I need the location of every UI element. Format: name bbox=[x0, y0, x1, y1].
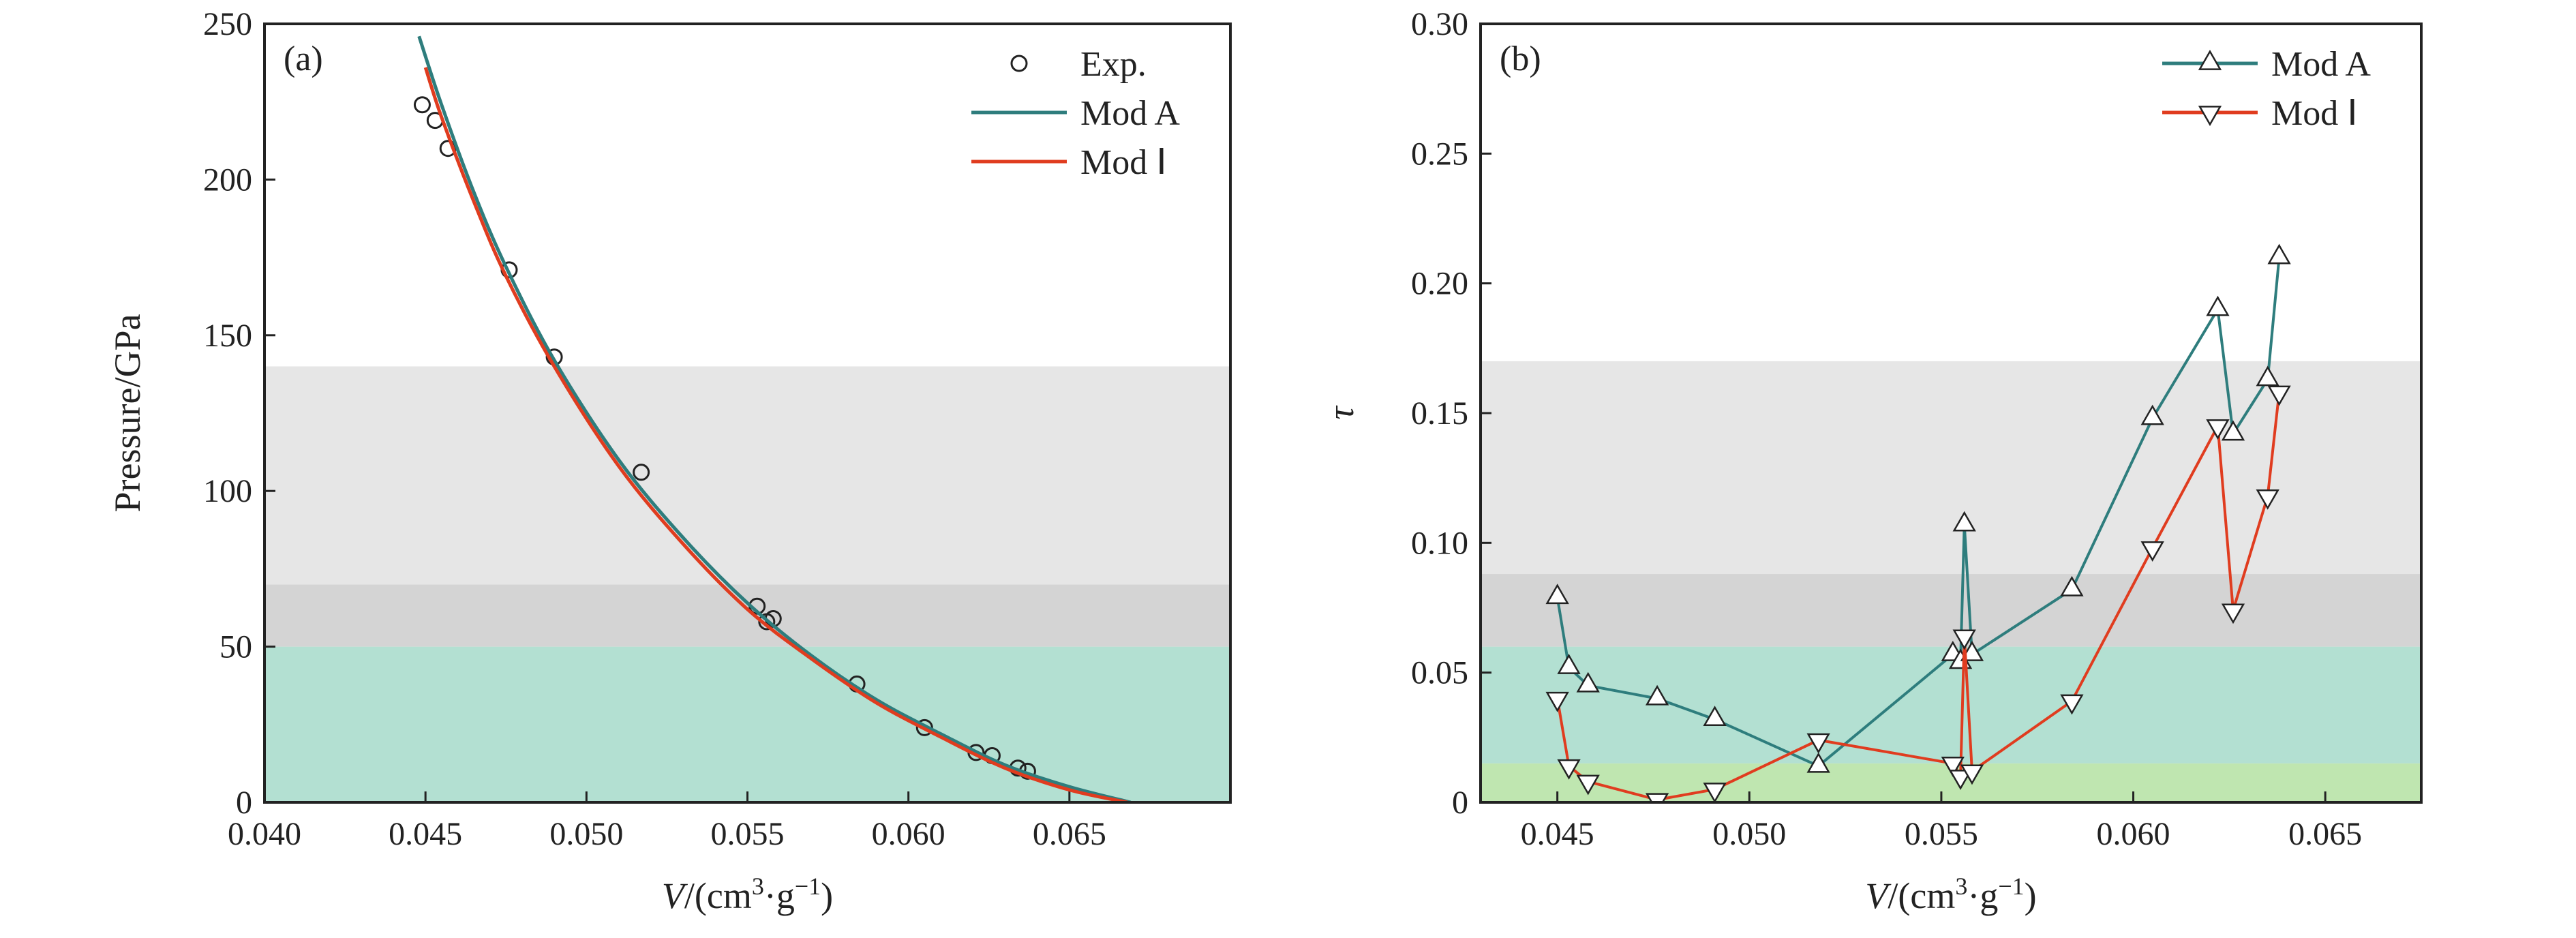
x-tick-label: 0.065 bbox=[2288, 816, 2362, 852]
series-mod-a-point bbox=[2207, 297, 2228, 315]
background-band-2 bbox=[264, 366, 1230, 584]
y-tick-label: 0 bbox=[1452, 785, 1468, 821]
x-tick-label: 0.060 bbox=[2097, 816, 2170, 852]
x-axis-title-unit: ) bbox=[821, 875, 833, 916]
legend-mod-label: Mod Ⅰ bbox=[2271, 94, 2358, 133]
x-axis-title-unit: ·g bbox=[1967, 875, 1998, 916]
panel-label: (a) bbox=[284, 40, 323, 78]
x-tick-label: 0.050 bbox=[1712, 816, 1786, 852]
legend-mod-label: Mod Ⅰ bbox=[1080, 143, 1167, 182]
legend-mod-a-label: Mod A bbox=[1080, 94, 1180, 133]
series-mod-a-point bbox=[2269, 245, 2290, 263]
y-axis-title: Pressure/GPa bbox=[107, 314, 148, 512]
y-tick-label: 0.25 bbox=[1411, 136, 1468, 172]
x-tick-label: 0.055 bbox=[1905, 816, 1978, 852]
x-tick-label: 0.060 bbox=[872, 816, 945, 852]
x-axis-title-unit: ) bbox=[2025, 875, 2037, 916]
x-axis-title: V/(cm3·g−1) bbox=[662, 873, 833, 916]
y-tick-label: 0 bbox=[236, 785, 252, 821]
x-axis-title-unit: /(cm bbox=[1888, 875, 1955, 916]
x-tick-label: 0.040 bbox=[228, 816, 301, 852]
x-tick-label: 0.045 bbox=[1521, 816, 1594, 852]
figure: 0.040 0.045 0.050 0.055 0.060 0.0650501001502… bbox=[0, 0, 2576, 938]
background-band-1 bbox=[264, 584, 1230, 646]
legend: Mod A Mod Ⅰ bbox=[2162, 45, 2371, 133]
legend-exp-marker bbox=[1012, 56, 1027, 71]
series-exp-point bbox=[414, 97, 429, 112]
panel-label: (b) bbox=[1500, 40, 1541, 78]
y-tick-label: 50 bbox=[219, 629, 252, 665]
x-axis-title-sup: −1 bbox=[795, 873, 821, 900]
y-tick-label: 100 bbox=[203, 473, 252, 509]
x-tick-label: 0.045 bbox=[389, 816, 462, 852]
y-tick-label: 0.30 bbox=[1411, 6, 1468, 42]
legend-exp-label: Exp. bbox=[1080, 45, 1147, 84]
legend-mod-marker bbox=[2200, 106, 2220, 124]
background-band-1 bbox=[1481, 647, 2421, 763]
x-axis-title-unit: /(cm bbox=[684, 875, 752, 916]
y-tick-label: 0.05 bbox=[1411, 655, 1468, 691]
legend-mod-a-label: Mod A bbox=[2271, 45, 2371, 84]
legend-mod-a-marker bbox=[2200, 52, 2220, 70]
y-tick-label: 200 bbox=[203, 162, 252, 198]
y-tick-label: 250 bbox=[203, 6, 252, 42]
y-tick-label: 0.15 bbox=[1411, 395, 1468, 432]
y-tick-label: 0.20 bbox=[1411, 266, 1468, 302]
x-axis-title-sup: 3 bbox=[752, 873, 764, 900]
background-band-2 bbox=[1481, 574, 2421, 647]
x-axis-title-unit: ·g bbox=[764, 875, 795, 916]
y-axis-title: τ bbox=[1320, 406, 1361, 420]
x-axis-title: V/(cm3·g−1) bbox=[1865, 873, 2036, 916]
panel-a-pressure-chart: 0.040 0.045 0.050 0.055 0.060 0.065 0 50 100 150 2… bbox=[107, 6, 1230, 916]
background-band-0 bbox=[264, 647, 1230, 802]
x-tick-label: 0.055 bbox=[711, 816, 785, 852]
y-tick-label: 150 bbox=[203, 318, 252, 354]
x-tick-label: 0.065 bbox=[1033, 816, 1106, 852]
y-tick-label: 0.10 bbox=[1411, 525, 1468, 561]
x-axis-title-sup: 3 bbox=[1955, 873, 1967, 900]
legend: Exp. Mod A Mod Ⅰ bbox=[971, 45, 1180, 182]
x-tick-label: 0.050 bbox=[549, 816, 623, 852]
panel-b-tau-chart: 0.045 0.050 0.055 0.060 0.065 0 0.05 0.10 0.15 0.… bbox=[1320, 6, 2421, 916]
x-axis-title-sup: −1 bbox=[1998, 873, 2024, 900]
